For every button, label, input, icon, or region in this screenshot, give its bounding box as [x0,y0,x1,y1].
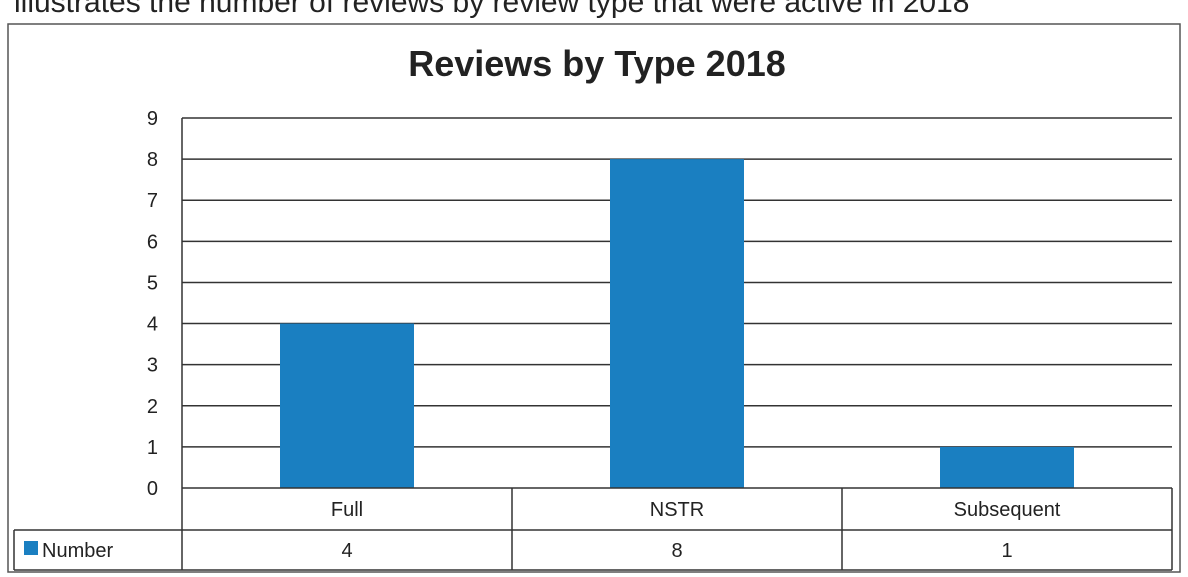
bar [940,446,1074,488]
y-tick-label: 1 [147,437,158,459]
y-tick-label: 4 [147,314,158,336]
y-tick-label: 8 [147,149,158,171]
y-tick-label: 2 [147,396,158,418]
legend-swatch [24,541,38,555]
chart-title: Reviews by Type 2018 [408,43,786,84]
y-tick-label: 0 [147,478,158,500]
bar [280,323,414,488]
table-value: 8 [671,540,682,562]
y-tick-labels: 0 1 2 3 4 5 6 7 8 9 [147,108,158,500]
chart-border [7,23,1181,573]
x-category-label: Full [331,499,363,521]
bars [280,159,1074,488]
legend-series-name: Number [42,540,113,562]
data-table: Full 4 NSTR 8 Subsequent 1 Number [13,487,1173,571]
y-tick-label: 7 [147,190,158,212]
top-caption: illustrates the number of reviews by rev… [14,0,970,19]
y-tick-label: 6 [147,231,158,253]
table-value: 1 [1001,540,1012,562]
x-category-label: NSTR [650,499,704,521]
x-category-label: Subsequent [954,499,1061,521]
table-value: 4 [341,540,352,562]
y-tick-label: 9 [147,108,158,130]
y-tick-label: 5 [147,272,158,294]
bar [610,159,744,488]
y-tick-label: 3 [147,355,158,377]
